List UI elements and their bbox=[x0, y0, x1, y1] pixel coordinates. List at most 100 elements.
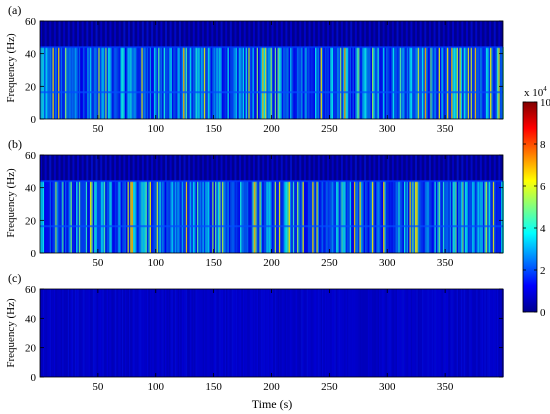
heatmap-streak bbox=[244, 289, 246, 377]
heatmap-streak bbox=[146, 155, 149, 182]
heatmap-streak bbox=[290, 47, 292, 120]
heatmap-streak bbox=[58, 21, 61, 48]
heatmap-streak bbox=[420, 47, 422, 120]
heatmap-streak bbox=[371, 289, 374, 377]
heatmap-streak bbox=[123, 21, 126, 48]
heatmap-streak bbox=[331, 47, 334, 120]
heatmap-streak bbox=[256, 181, 259, 253]
heatmap-streak bbox=[394, 47, 396, 120]
heatmap-streak bbox=[380, 181, 382, 253]
heatmap-streak bbox=[60, 47, 63, 120]
heatmap-streak bbox=[363, 181, 366, 253]
heatmap-streak bbox=[352, 289, 354, 377]
heatmap-streak bbox=[95, 155, 98, 182]
heatmap-streak bbox=[346, 181, 349, 253]
heatmap-streak bbox=[134, 47, 136, 120]
heatmap-streak bbox=[49, 289, 52, 377]
heatmap-streak bbox=[301, 47, 303, 120]
heatmap-streak bbox=[80, 47, 82, 120]
heatmap-streak bbox=[456, 21, 459, 48]
heatmap-streak bbox=[251, 289, 253, 377]
heatmap-streak bbox=[378, 289, 381, 377]
heatmap-streak bbox=[378, 181, 381, 253]
heatmap-streak bbox=[317, 181, 320, 253]
heatmap-streak bbox=[368, 155, 371, 182]
heatmap-streak bbox=[292, 181, 295, 253]
heatmap-streak bbox=[367, 181, 370, 253]
heatmap-streak bbox=[123, 181, 125, 253]
panel-a-label: (a) bbox=[8, 3, 21, 17]
heatmap-streak bbox=[330, 47, 332, 120]
heatmap-streak bbox=[101, 47, 103, 120]
heatmap-streak bbox=[98, 47, 100, 120]
heatmap-streak bbox=[171, 289, 174, 377]
heatmap-streak bbox=[265, 181, 267, 253]
heatmap-streak bbox=[221, 289, 224, 377]
heatmap-streak bbox=[144, 47, 146, 120]
heatmap-streak bbox=[220, 47, 222, 120]
heatmap-streak bbox=[465, 181, 467, 253]
heatmap-streak bbox=[280, 21, 283, 48]
heatmap-streak bbox=[227, 289, 229, 377]
heatmap-streak bbox=[151, 155, 154, 182]
heatmap-streak bbox=[99, 289, 102, 377]
heatmap-streak bbox=[467, 47, 470, 120]
heatmap-streak bbox=[77, 155, 80, 182]
heatmap-streak bbox=[246, 47, 249, 120]
heatmap-streak bbox=[433, 181, 435, 253]
heatmap-streak bbox=[390, 47, 392, 120]
heatmap-streak bbox=[177, 47, 179, 120]
heatmap-streak bbox=[113, 289, 116, 377]
heatmap-streak bbox=[353, 289, 356, 377]
heatmap-streak bbox=[199, 289, 202, 377]
heatmap-streak bbox=[155, 155, 158, 182]
heatmap-streak bbox=[271, 21, 274, 48]
heatmap-streak bbox=[135, 181, 138, 253]
heatmap-streak bbox=[280, 289, 282, 377]
heatmap-streak bbox=[206, 21, 209, 48]
heatmap-streak bbox=[188, 155, 191, 182]
heatmap-streak bbox=[194, 289, 196, 377]
heatmap-streak bbox=[173, 181, 175, 253]
heatmap-streak bbox=[249, 289, 252, 377]
heatmap-streak bbox=[292, 47, 295, 120]
heatmap-streak bbox=[315, 289, 317, 377]
heatmap-streak bbox=[190, 47, 192, 120]
heatmap-streak bbox=[353, 181, 356, 253]
heatmap-streak bbox=[475, 21, 478, 48]
heatmap-streak bbox=[363, 47, 366, 120]
heatmap-streak bbox=[323, 47, 325, 120]
heatmap-streak bbox=[138, 47, 141, 120]
y-tick-label: 0 bbox=[31, 114, 37, 126]
heatmap-streak bbox=[373, 155, 376, 182]
heatmap-streak bbox=[365, 181, 367, 253]
heatmap-streak bbox=[424, 155, 427, 182]
y-tick-label: 40 bbox=[25, 313, 37, 325]
heatmap-streak bbox=[360, 181, 363, 253]
heatmap-streak bbox=[131, 181, 134, 253]
heatmap-streak bbox=[310, 47, 313, 120]
heatmap-streak bbox=[336, 155, 339, 182]
heatmap-streak bbox=[198, 181, 200, 253]
heatmap-streak bbox=[40, 181, 42, 253]
heatmap-streak bbox=[52, 181, 54, 253]
heatmap-streak bbox=[373, 289, 375, 377]
heatmap-streak bbox=[465, 289, 467, 377]
heatmap-streak bbox=[490, 47, 492, 120]
heatmap-streak bbox=[112, 47, 114, 120]
heatmap-streak bbox=[121, 289, 124, 377]
heatmap-streak bbox=[354, 21, 357, 48]
heatmap-streak bbox=[202, 289, 204, 377]
heatmap-streak bbox=[453, 47, 456, 120]
heatmap-streak bbox=[313, 47, 316, 120]
heatmap-streak bbox=[413, 181, 416, 253]
heatmap-streak bbox=[238, 47, 241, 120]
heatmap-streak bbox=[203, 47, 206, 120]
heatmap-streak bbox=[108, 47, 110, 120]
heatmap-streak bbox=[285, 289, 288, 377]
heatmap-streak bbox=[234, 181, 236, 253]
heatmap-streak bbox=[427, 181, 429, 253]
heatmap-streak bbox=[72, 155, 75, 182]
heatmap-streak bbox=[330, 289, 332, 377]
